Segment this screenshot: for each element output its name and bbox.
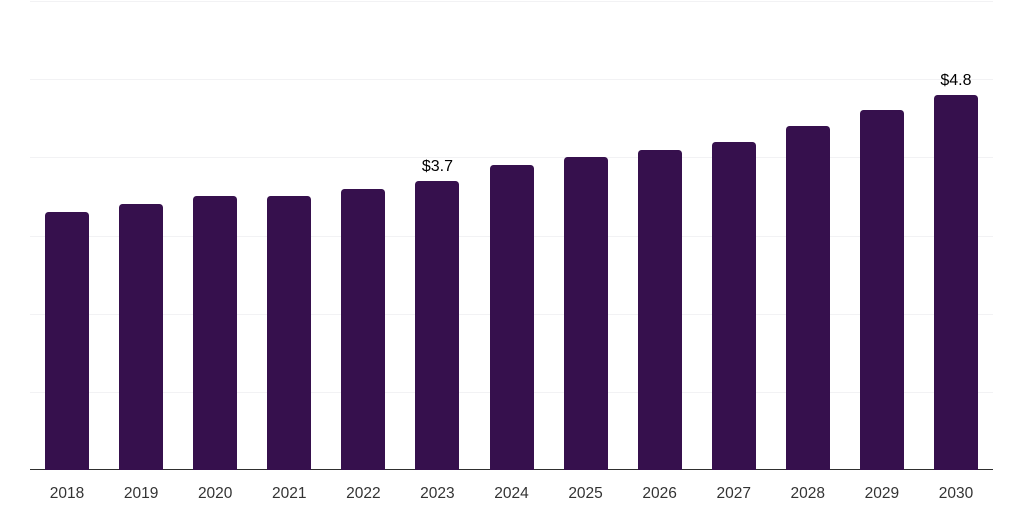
x-tick-2026: 2026	[642, 485, 677, 502]
x-tick-2023: 2023	[420, 485, 455, 502]
value-label-2030: $4.8	[940, 71, 972, 89]
bar-2020[interactable]	[193, 196, 238, 470]
bar-2026[interactable]	[637, 149, 682, 470]
x-axis-labels: 2018 2019 2020 2021 2022 2023 2024 2025 2026 2027…	[0, 470, 1024, 512]
x-tick-2025: 2025	[568, 485, 603, 502]
gridline-5	[30, 79, 993, 81]
x-tick-2030: 2030	[938, 485, 974, 502]
bar-2028[interactable]	[785, 126, 830, 470]
x-tick-2029: 2029	[864, 485, 900, 502]
bar-2023[interactable]	[415, 180, 460, 470]
bar-2025[interactable]	[563, 157, 608, 470]
x-tick-2019: 2019	[123, 485, 159, 502]
bar-2029[interactable]	[859, 110, 904, 470]
gridline-6	[30, 1, 993, 2]
x-tick-2022: 2022	[346, 485, 381, 502]
gridline-4	[30, 157, 993, 159]
x-tick-2018: 2018	[49, 485, 85, 502]
x-tick-2020: 2020	[197, 485, 233, 502]
bar-2021[interactable]	[267, 196, 312, 470]
bar-2027[interactable]	[711, 141, 756, 470]
x-tick-2028: 2028	[790, 485, 826, 502]
bar-2019[interactable]	[119, 204, 164, 470]
x-tick-2024: 2024	[494, 485, 529, 502]
value-label-2023: $3.7	[421, 157, 453, 175]
x-tick-2027: 2027	[716, 485, 751, 502]
bar-2018[interactable]	[45, 212, 90, 470]
bar-2030[interactable]	[933, 94, 978, 470]
bar-2024[interactable]	[489, 165, 534, 470]
x-tick-2021: 2021	[272, 485, 307, 502]
plot-area: $3.7 $4.8	[30, 1, 993, 471]
bar-2022[interactable]	[341, 188, 386, 470]
